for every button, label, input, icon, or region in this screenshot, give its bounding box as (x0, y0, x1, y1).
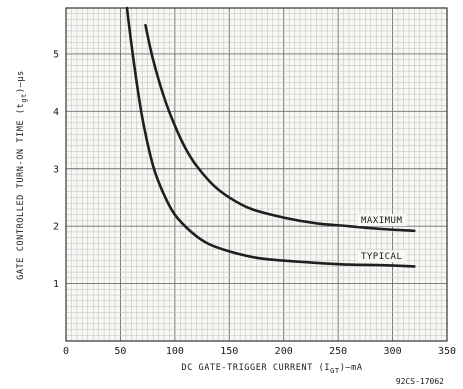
chart-grid (65, 7, 448, 342)
chart-series: MAXIMUM TYPICAL (125, 6, 416, 268)
x-tick-label: 0 (63, 346, 69, 357)
x-tick-label: 250 (329, 346, 347, 357)
x-tick-label: 350 (438, 346, 456, 357)
y-axis-ticks: 1 2 3 4 5 (53, 49, 59, 290)
y-tick-label: 2 (53, 222, 59, 233)
x-tick-label: 200 (275, 346, 293, 357)
plot-border (65, 7, 448, 342)
y-tick-label: 1 (53, 279, 59, 290)
y-tick-label: 4 (53, 107, 59, 118)
x-axis-ticks: 0 50 100 150 200 250 300 350 (63, 346, 456, 357)
series-label-bg (357, 250, 407, 263)
y-axis-label-main: GATE CONTROLLED TURN-ON TIME (t (16, 103, 26, 280)
y-axis-label: GATE CONTROLLED TURN-ON TIME (tgt)—µs (16, 70, 28, 280)
x-axis-label-subscript: GT (330, 367, 340, 375)
x-axis-label-main: DC GATE-TRIGGER CURRENT (I (181, 363, 330, 373)
x-tick-label: 100 (166, 346, 184, 357)
series-label-bg (357, 214, 407, 227)
series-line-typical (125, 6, 416, 268)
x-tick-label: 50 (114, 346, 126, 357)
y-axis-label-unit: )—µs (16, 70, 26, 93)
figure-code: 92CS-17062 (396, 377, 444, 386)
y-axis-label-subscript: gt (20, 93, 28, 103)
x-axis-label-unit: )—mA (340, 363, 363, 373)
x-tick-label: 150 (220, 346, 238, 357)
series-label-typical: TYPICAL (361, 252, 402, 262)
series-label-maximum: MAXIMUM (361, 216, 403, 226)
x-tick-label: 300 (384, 346, 402, 357)
y-tick-label: 5 (53, 49, 59, 60)
series-line-maximum (144, 23, 416, 233)
x-axis-label: DC GATE-TRIGGER CURRENT (IGT)—mA (181, 363, 362, 375)
y-tick-label: 3 (53, 164, 59, 175)
